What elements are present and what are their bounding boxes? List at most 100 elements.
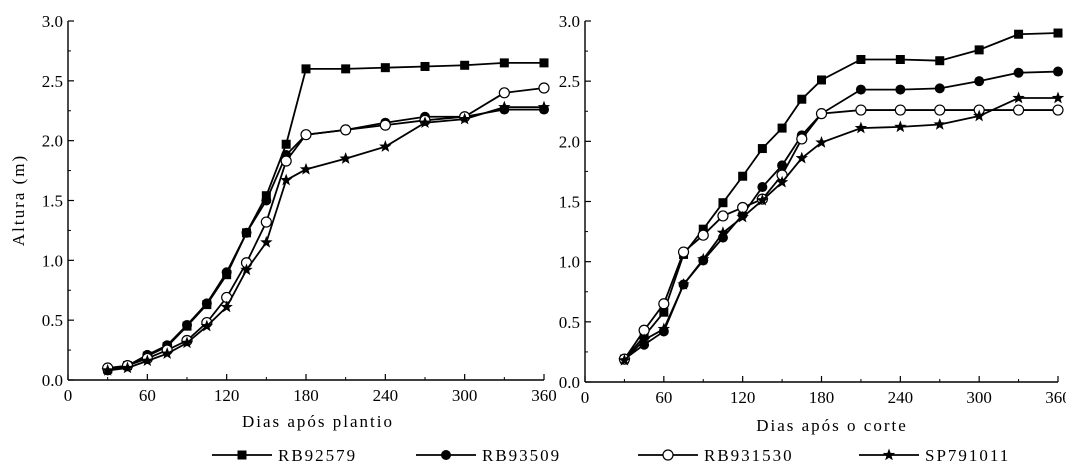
x-tick-label: 60	[139, 386, 156, 405]
data-point-sp791011	[894, 120, 907, 133]
data-point-rb92579	[281, 139, 291, 149]
data-point-sp791011	[101, 363, 114, 376]
data-point-rb931530	[815, 108, 828, 120]
data-point-rb931530	[280, 155, 292, 167]
legend: RB92579 RB93509 RB931530 SP791011	[212, 446, 1008, 465]
data-point-rb931530	[855, 104, 867, 116]
data-point-sp791011	[972, 109, 986, 122]
data-point-rb92579	[1014, 29, 1024, 39]
data-point-sp791011	[657, 322, 671, 335]
series-line-rb931530	[107, 87, 545, 369]
data-point-rb92579	[341, 64, 351, 74]
series-line-sp791011	[623, 97, 1058, 361]
data-point-rb92579	[380, 63, 390, 73]
series-line-sp791011	[107, 106, 544, 372]
data-point-sp791011	[279, 173, 293, 186]
data-point-rb92579	[460, 60, 470, 70]
data-point-rb93509	[777, 160, 788, 171]
data-point-rb92579	[499, 58, 509, 68]
series-rb93509	[102, 104, 549, 376]
data-point-sp791011	[498, 100, 511, 113]
y-tick-label: 2.0	[42, 132, 63, 151]
right-x-axis-label: Dias após o corte	[756, 416, 908, 435]
left-chart-panel: Altura (m) Dias após plantio 0 60 120 180 24…	[9, 12, 557, 431]
data-point-sp791011	[260, 235, 273, 248]
data-point-sp791011	[854, 121, 868, 134]
data-point-sp791011	[537, 100, 551, 113]
x-tick-label: 180	[293, 386, 319, 405]
y-tick-label: 0.0	[559, 373, 580, 392]
data-point-rb92579	[797, 94, 807, 104]
data-point-sp791011	[379, 140, 392, 152]
legend-label-rb93509: RB93509	[482, 446, 561, 465]
data-point-sp791011	[418, 116, 432, 128]
data-point-rb93509	[241, 227, 252, 238]
data-point-rb92579	[974, 45, 984, 55]
data-point-sp791011	[815, 136, 828, 148]
series-rb931530	[618, 104, 1064, 365]
x-tick-label: 0	[64, 386, 73, 405]
data-point-sp791011	[458, 112, 471, 125]
data-point-sp791011	[220, 300, 233, 313]
data-point-rb92579	[935, 56, 945, 66]
data-point-rb931530	[934, 104, 946, 116]
series-line-rb93509	[623, 70, 1059, 360]
data-point-rb931530	[894, 104, 906, 116]
data-point-rb931530	[1052, 104, 1064, 116]
data-point-rb93509	[1053, 66, 1063, 77]
y-tick-label: 3.0	[559, 12, 580, 31]
y-tick-label: 3.0	[42, 12, 63, 31]
data-point-sp791011	[677, 278, 690, 290]
x-tick-label: 300	[966, 388, 992, 407]
data-point-rb931530	[1012, 104, 1025, 116]
data-point-sp791011	[339, 152, 352, 164]
y-tick-label: 1.5	[559, 193, 580, 212]
data-point-sp791011	[1012, 91, 1025, 104]
data-point-sp791011	[775, 175, 789, 188]
series-line-rb93509	[107, 108, 544, 372]
x-tick-label: 300	[452, 386, 478, 405]
data-point-sp791011	[180, 336, 194, 349]
data-point-rb92579	[757, 144, 767, 154]
data-point-rb93509	[757, 182, 768, 193]
series-sp791011	[618, 91, 1065, 366]
legend-item-sp791011: SP791011	[859, 446, 1008, 465]
legend-label-rb92579: RB92579	[278, 446, 357, 465]
x-tick-label: 60	[655, 388, 672, 407]
data-point-rb93509	[1013, 67, 1024, 78]
data-point-rb93509	[934, 83, 945, 94]
x-tick-label: 180	[809, 388, 835, 407]
data-point-rb92579	[420, 61, 430, 71]
left-y-axis-label: Altura (m)	[9, 154, 28, 246]
data-point-sp791011	[121, 361, 134, 374]
data-point-sp791011	[933, 117, 946, 130]
y-tick-label: 1.0	[42, 251, 63, 270]
data-point-sp791011	[736, 210, 749, 223]
data-point-rb93509	[855, 84, 866, 95]
data-point-sp791011	[637, 333, 651, 346]
x-tick-label: 120	[214, 386, 240, 405]
y-tick-label: 2.0	[559, 132, 580, 151]
x-tick-label: 240	[888, 388, 914, 407]
data-point-rb931530	[697, 229, 709, 241]
series-sp791011	[101, 100, 551, 376]
data-point-rb931530	[677, 246, 690, 258]
legend-marker-sp791011	[882, 448, 896, 461]
legend-item-rb92579: RB92579	[212, 446, 357, 465]
legend-label-rb931530: RB931530	[704, 446, 794, 465]
x-tick-label: 360	[531, 386, 557, 405]
legend-marker-rb92579	[237, 450, 247, 460]
y-tick-label: 1.0	[559, 253, 580, 272]
data-point-rb93509	[221, 267, 232, 278]
data-point-rb93509	[895, 84, 906, 95]
data-point-rb931530	[498, 87, 510, 99]
data-point-sp791011	[299, 162, 313, 175]
y-tick-label: 0.5	[559, 313, 580, 332]
data-point-sp791011	[716, 226, 730, 239]
data-point-rb92579	[856, 55, 866, 65]
data-point-rb931530	[717, 210, 729, 222]
data-point-rb93509	[201, 298, 212, 309]
data-point-rb92579	[539, 58, 549, 68]
x-tick-label: 0	[581, 388, 590, 407]
